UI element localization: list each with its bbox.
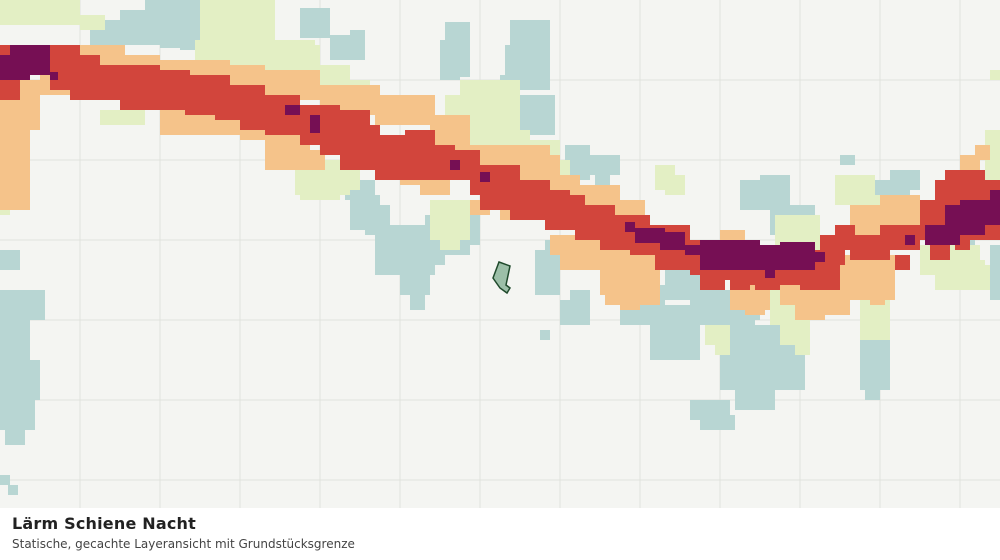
noise-class-1-cell: [0, 395, 35, 430]
noise-class-2-cell: [270, 45, 320, 70]
noise-class-1-cell: [700, 415, 735, 430]
noise-class-5-cell: [780, 242, 815, 270]
noise-class-2-cell: [665, 175, 685, 195]
noise-class-5-cell: [660, 232, 685, 250]
noise-class-4-cell: [895, 255, 910, 270]
noise-class-3-cell: [975, 145, 990, 160]
noise-class-5-cell: [285, 105, 300, 115]
noise-class-1-cell: [735, 380, 775, 410]
noise-class-2-cell: [960, 265, 990, 290]
noise-class-4-cell: [930, 245, 950, 260]
noise-class-2-cell: [990, 70, 1000, 80]
noise-class-5-cell: [765, 270, 775, 278]
noise-class-5-cell: [50, 72, 58, 80]
noise-class-5-cell: [685, 245, 700, 255]
noise-class-2-cell: [870, 325, 890, 340]
noise-class-3-cell: [10, 120, 30, 160]
noise-class-1-cell: [440, 40, 460, 80]
noise-class-1-cell: [350, 30, 365, 45]
noise-class-5-cell: [310, 115, 320, 133]
noise-class-4-cell: [0, 75, 20, 100]
noise-class-4-cell: [700, 270, 725, 290]
noise-class-2-cell: [795, 340, 810, 355]
noise-class-5-cell: [30, 45, 50, 70]
noise-class-1-cell: [0, 250, 20, 270]
layer-title: Lärm Schiene Nacht: [12, 514, 196, 533]
noise-class-2-cell: [100, 110, 130, 125]
noise-class-1-cell: [570, 290, 590, 305]
noise-class-5-areas: [0, 45, 1000, 278]
noise-class-1-cell: [8, 485, 18, 495]
noise-class-3-cell: [420, 180, 450, 195]
noise-class-2-cell: [200, 0, 275, 45]
noise-class-2-cell: [80, 15, 105, 30]
noise-class-2-cell: [440, 230, 460, 250]
noise-class-4-cell: [765, 275, 780, 290]
noise-class-1-cell: [990, 245, 1000, 300]
noise-class-2-cell: [985, 130, 1000, 180]
noise-class-3-cell: [285, 150, 325, 170]
noise-class-5-cell: [20, 70, 30, 80]
noise-class-1-cell: [580, 155, 620, 175]
noise-class-1-cell: [0, 475, 10, 485]
noise-class-1-cell: [410, 290, 425, 310]
noise-class-5-cell: [450, 160, 460, 170]
noise-class-1-cell: [0, 360, 40, 400]
noise-class-5-cell: [905, 235, 915, 245]
noise-class-4-cell: [945, 170, 985, 200]
noise-class-5-cell: [990, 190, 1000, 210]
noise-class-4-cell: [730, 265, 750, 290]
noise-map[interactable]: [0, 0, 1000, 508]
noise-class-2-cell: [320, 170, 360, 190]
noise-class-1-cell: [840, 155, 855, 165]
noise-class-2-cell: [715, 340, 730, 355]
noise-map-canvas: [0, 0, 1000, 508]
noise-class-5-cell: [625, 222, 635, 232]
noise-class-1-cell: [890, 170, 920, 190]
noise-class-2-cell: [0, 0, 80, 25]
noise-class-3-cell: [870, 270, 885, 305]
noise-class-5-cell: [815, 252, 825, 262]
parcel-boundary[interactable]: [492, 261, 511, 295]
noise-class-5-cell: [480, 172, 490, 182]
layer-subtitle: Statische, gecachte Layeransicht mit Gru…: [12, 537, 355, 551]
noise-class-1-cell: [5, 425, 25, 445]
noise-class-5-cell: [635, 228, 665, 243]
noise-class-1-cell: [540, 330, 550, 340]
map-caption: Lärm Schiene Nacht Statische, gecachte L…: [0, 508, 1000, 560]
noise-class-1-cell: [865, 385, 880, 400]
noise-class-3-cell: [375, 95, 435, 125]
noise-class-3-cell: [745, 295, 765, 315]
noise-class-1-cell: [300, 8, 330, 38]
noise-class-3-cell: [620, 295, 640, 310]
noise-class-1-cell: [760, 175, 790, 190]
